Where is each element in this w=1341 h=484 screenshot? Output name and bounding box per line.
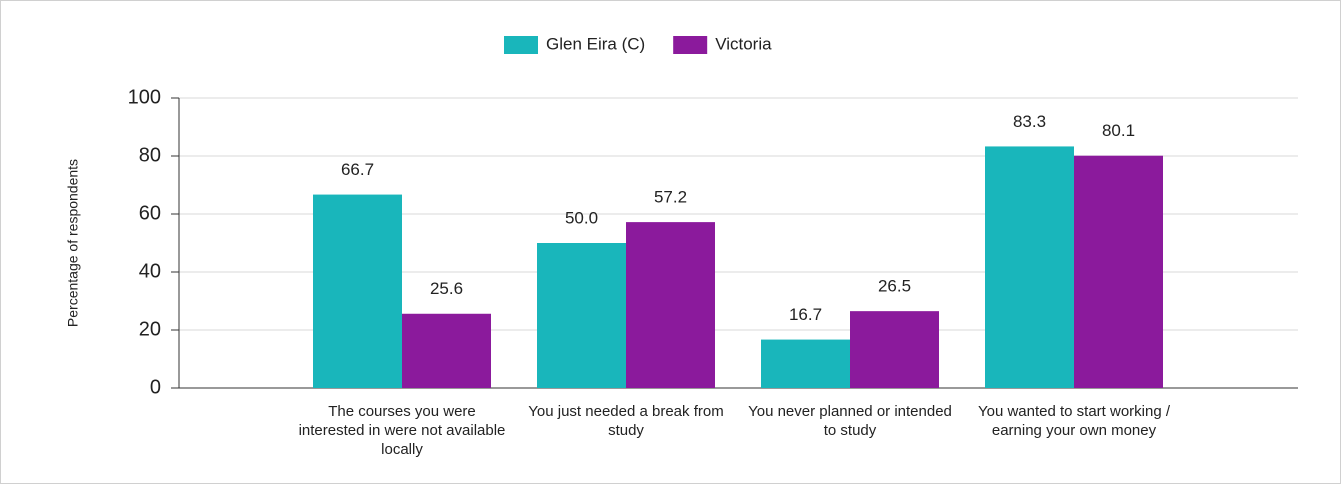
legend-swatch <box>504 36 538 54</box>
bar <box>402 313 491 388</box>
legend-swatch <box>673 36 708 54</box>
bar <box>850 311 939 388</box>
y-tick-label: 80 <box>139 144 161 166</box>
bar <box>626 222 715 388</box>
y-tick-label: 100 <box>128 86 161 108</box>
data-label: 83.3 <box>1013 112 1046 131</box>
y-tick-label: 40 <box>139 260 161 282</box>
x-tick-label: You wanted to start working / earning yo… <box>977 403 1171 439</box>
bar <box>1074 155 1163 388</box>
data-label: 66.7 <box>341 160 374 179</box>
y-tick-label: 20 <box>139 318 161 340</box>
legend-label: Glen Eira (C) <box>546 34 645 53</box>
bar <box>313 194 402 388</box>
bar <box>761 339 850 388</box>
x-tick-label: You never planned or intended to study <box>748 403 952 439</box>
data-label: 50.0 <box>565 208 598 227</box>
data-label: 16.7 <box>789 305 822 324</box>
y-axis-label: Percentage of respondents <box>65 159 81 327</box>
x-tick-label: You just needed a break from study <box>528 403 724 439</box>
y-tick-label: 0 <box>150 376 161 398</box>
legend-label: Victoria <box>715 34 772 53</box>
x-tick-label: The courses you were interested in were … <box>298 403 506 458</box>
bar <box>537 243 626 388</box>
y-tick-label: 60 <box>139 202 161 224</box>
data-label: 80.1 <box>1102 121 1135 140</box>
data-label: 26.5 <box>878 277 911 296</box>
data-label: 57.2 <box>654 188 687 207</box>
data-label: 25.6 <box>430 279 463 298</box>
bar <box>985 146 1074 388</box>
